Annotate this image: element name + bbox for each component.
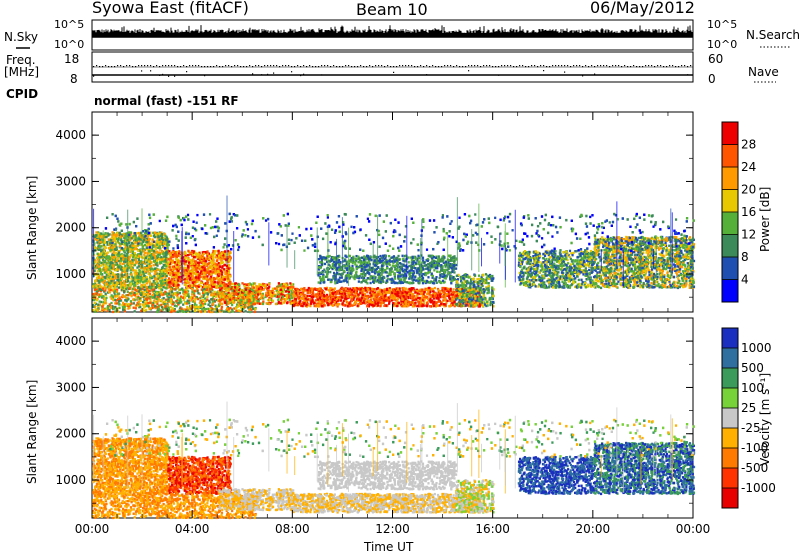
colorbar-tick-label: -25 [741,421,761,435]
y-tick-label: 2000 [55,221,86,235]
colorbar-tick-label: 16 [741,205,756,219]
x-tick-label: 08:00 [275,522,310,536]
station-title: Syowa East (fitACF) [92,0,249,16]
y-tick-label: 2000 [55,427,86,441]
nsky-left-tick-top: 10^5 [54,19,84,30]
nsky-left-tick-bottom: 10^0 [54,39,84,50]
x-axis-label: Time UT [364,541,413,553]
nave-right-tick-top: 60 [708,53,723,65]
nave-right-tick-bottom: 0 [708,73,716,85]
nsky-right-tick-top: 10^5 [707,19,737,30]
colorbar-tick-label: 1000 [741,341,772,355]
freq-label: Freq. [6,54,36,66]
y-tick-label: 1000 [55,267,86,281]
nsky-right-tick-bottom: 10^0 [707,39,737,50]
cpid-label: CPID [6,88,38,100]
x-tick-label: 16:00 [475,522,510,536]
colorbar-tick-label: -1000 [741,481,776,495]
nave-label: Nave [748,66,779,78]
beam-title: Beam 10 [356,2,428,18]
velocity-ylabel: Slant Range [km] [25,380,39,484]
y-tick-label: 3000 [55,174,86,188]
nsky-label: N.Sky [4,31,38,43]
x-tick-label: 04:00 [175,522,210,536]
cpid-mode: normal (fast) -151 RF [94,95,239,107]
colorbar-tick-label: 4 [741,273,749,287]
x-tick-label: 00:00 [75,522,110,536]
x-tick-label: 00:00 [676,522,711,536]
x-tick-label: 12:00 [375,522,410,536]
power-colorbar: 4 8 12 16 20 24 28 [721,121,756,303]
colorbar-tick-label: 500 [741,361,764,375]
power-data [92,195,696,314]
nsearch-label: N.Search [746,29,800,41]
nsky-panel-frame [91,19,694,51]
colorbar-tick-label: 12 [741,228,756,242]
y-tick-label: 1000 [55,473,86,487]
y-tick-label: 4000 [55,128,86,142]
freq-unit: [MHz] [4,66,39,78]
y-tick-label: 3000 [55,380,86,394]
velocity-colorbar: 1000 500 100 25 -25 -100 -500 -1000 [721,327,776,509]
colorbar-tick-label: 100 [741,381,764,395]
colorbar-tick-label: -500 [741,461,768,475]
freq-left-tick-bottom: 8 [70,73,78,85]
colorbar-tick-label: 20 [741,183,756,197]
colorbar-tick-label: 8 [741,250,749,264]
velocity-data [92,401,696,520]
power-ylabel: Slant Range [km] [25,176,39,280]
colorbar-tick-label: 25 [741,401,756,415]
power-colorbar-label: Power [dB] [758,187,772,252]
y-tick-label: 4000 [55,334,86,348]
colorbar-tick-label: 24 [741,160,756,174]
date-title: 06/May/2012 [590,0,695,16]
velocity-colorbar-label: Velocity [m s⁻¹] [758,373,772,466]
freq-left-tick-top: 18 [64,53,79,65]
colorbar-tick-label: 28 [741,138,756,152]
x-tick-label: 20:00 [576,522,611,536]
colorbar-tick-label: -100 [741,441,768,455]
